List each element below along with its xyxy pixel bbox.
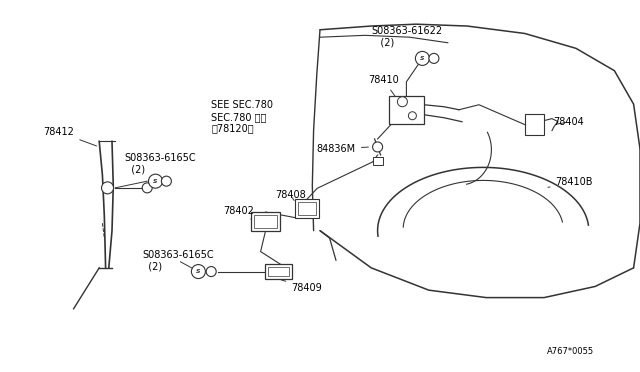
Text: S08363-6165C
  (2): S08363-6165C (2)	[142, 250, 214, 271]
Text: SEE SEC.780
SEC.780 参照
（78120）: SEE SEC.780 SEC.780 参照 （78120）	[211, 100, 273, 134]
Text: S08363-6165C
  (2): S08363-6165C (2)	[125, 153, 196, 181]
Bar	[388, 96, 424, 124]
Bar	[254, 215, 277, 228]
Text: S: S	[196, 269, 201, 274]
Text: 78409: 78409	[281, 280, 322, 292]
Bar	[268, 267, 289, 276]
Text: A767*0055: A767*0055	[547, 347, 595, 356]
Text: S: S	[153, 179, 158, 184]
Text: 78408: 78408	[275, 190, 306, 201]
Circle shape	[372, 142, 383, 152]
Text: 78404: 78404	[554, 117, 584, 127]
Circle shape	[191, 264, 205, 279]
Circle shape	[408, 112, 417, 120]
Circle shape	[415, 51, 429, 65]
Bar	[372, 157, 383, 165]
Bar	[265, 264, 292, 279]
Bar	[298, 202, 316, 215]
Text: 78402: 78402	[223, 206, 253, 219]
Text: 78410B: 78410B	[548, 177, 593, 187]
Circle shape	[161, 176, 172, 186]
Circle shape	[142, 183, 152, 193]
Circle shape	[397, 97, 408, 107]
Bar	[295, 199, 319, 218]
Circle shape	[206, 267, 216, 276]
Bar	[525, 114, 544, 135]
Circle shape	[102, 182, 113, 194]
Bar	[251, 212, 280, 231]
Text: S: S	[420, 56, 425, 61]
Text: 78410: 78410	[368, 75, 399, 96]
Circle shape	[148, 174, 163, 188]
Text: 84836M: 84836M	[317, 144, 369, 154]
Circle shape	[429, 54, 439, 63]
Text: 78412: 78412	[44, 127, 97, 146]
Text: S08363-61622
   (2): S08363-61622 (2)	[371, 26, 442, 55]
